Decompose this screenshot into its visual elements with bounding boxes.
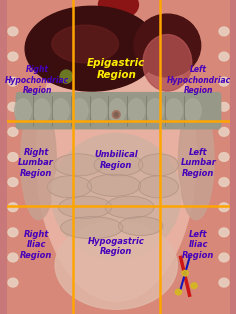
Ellipse shape	[52, 25, 118, 63]
Ellipse shape	[8, 253, 18, 262]
Ellipse shape	[166, 99, 182, 122]
FancyBboxPatch shape	[16, 93, 221, 129]
Ellipse shape	[8, 77, 18, 86]
Ellipse shape	[8, 27, 18, 36]
Ellipse shape	[98, 0, 139, 19]
Ellipse shape	[60, 70, 72, 83]
Ellipse shape	[34, 99, 50, 122]
Ellipse shape	[8, 278, 18, 287]
Ellipse shape	[178, 100, 214, 220]
Ellipse shape	[128, 99, 145, 122]
Text: Left
Iliac
Region: Left Iliac Region	[182, 230, 215, 260]
Ellipse shape	[55, 221, 177, 309]
Ellipse shape	[219, 178, 229, 187]
Ellipse shape	[8, 52, 18, 61]
Ellipse shape	[61, 217, 123, 239]
Ellipse shape	[8, 228, 18, 237]
Text: Right
Iliac
Region: Right Iliac Region	[20, 230, 52, 260]
Ellipse shape	[114, 112, 118, 117]
Ellipse shape	[52, 133, 181, 259]
Ellipse shape	[219, 278, 229, 287]
Ellipse shape	[52, 99, 69, 122]
Ellipse shape	[143, 35, 192, 91]
Ellipse shape	[219, 77, 229, 86]
Ellipse shape	[139, 154, 178, 176]
Ellipse shape	[87, 174, 141, 196]
Ellipse shape	[47, 176, 92, 198]
Ellipse shape	[219, 127, 229, 136]
Ellipse shape	[219, 102, 229, 111]
Text: Right
Lumbar
Region: Right Lumbar Region	[18, 148, 54, 177]
Ellipse shape	[134, 14, 201, 77]
Ellipse shape	[15, 99, 31, 122]
Ellipse shape	[185, 99, 201, 122]
Ellipse shape	[102, 0, 135, 16]
Ellipse shape	[118, 217, 163, 236]
Text: Epigastric
Region: Epigastric Region	[87, 58, 145, 80]
Ellipse shape	[90, 99, 107, 122]
Ellipse shape	[219, 203, 229, 212]
Text: Left
Lumbar
Region: Left Lumbar Region	[181, 148, 216, 177]
Text: Hypogastric
Region: Hypogastric Region	[88, 237, 145, 256]
Ellipse shape	[94, 154, 143, 176]
Ellipse shape	[182, 270, 188, 276]
Ellipse shape	[219, 52, 229, 61]
Ellipse shape	[36, 13, 196, 301]
Ellipse shape	[8, 203, 18, 212]
Text: Right
Hypochondriac
Region: Right Hypochondriac Region	[5, 65, 69, 95]
Text: Left
Hypochondriac
Region: Left Hypochondriac Region	[166, 65, 231, 95]
Ellipse shape	[8, 127, 18, 136]
Text: Umbilical
Region: Umbilical Region	[94, 150, 138, 170]
Ellipse shape	[109, 99, 126, 122]
Ellipse shape	[191, 283, 197, 289]
Ellipse shape	[175, 289, 181, 295]
Ellipse shape	[219, 153, 229, 161]
Ellipse shape	[219, 253, 229, 262]
Ellipse shape	[25, 6, 158, 91]
Ellipse shape	[8, 153, 18, 161]
Ellipse shape	[71, 99, 88, 122]
Ellipse shape	[8, 178, 18, 187]
Ellipse shape	[219, 27, 229, 36]
Ellipse shape	[147, 99, 164, 122]
Ellipse shape	[8, 102, 18, 111]
Ellipse shape	[21, 100, 56, 220]
Ellipse shape	[139, 176, 178, 198]
Ellipse shape	[105, 196, 154, 218]
Ellipse shape	[54, 154, 103, 176]
Ellipse shape	[112, 111, 120, 118]
Ellipse shape	[219, 228, 229, 237]
Ellipse shape	[59, 196, 112, 218]
